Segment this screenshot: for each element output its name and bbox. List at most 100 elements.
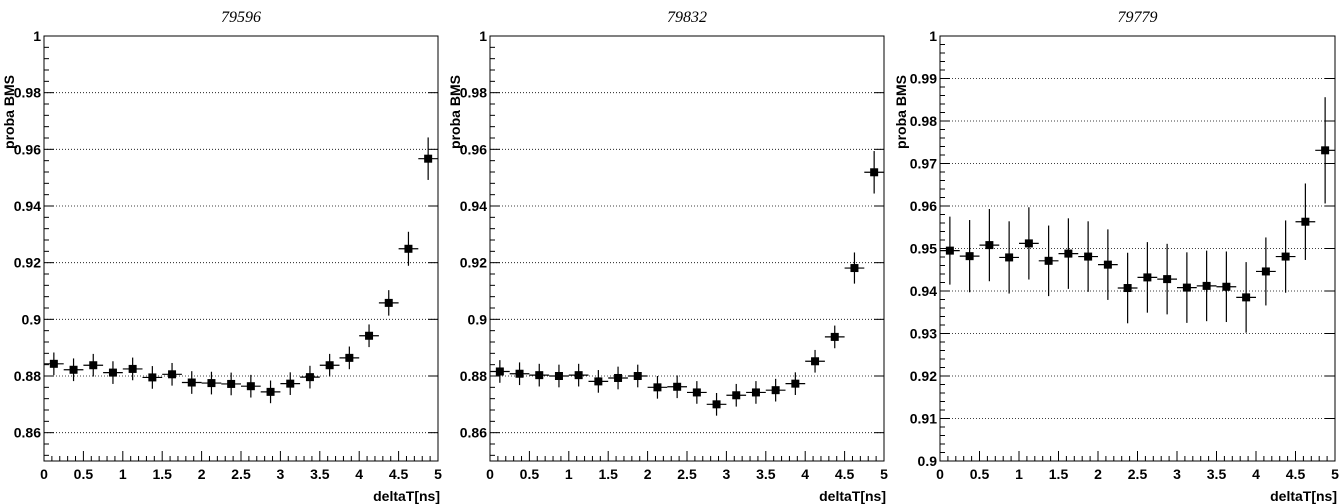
x-tick-label: 0 (936, 466, 944, 482)
data-point (44, 352, 64, 376)
marker (1005, 253, 1014, 262)
data-point (765, 378, 786, 402)
data-point (181, 371, 202, 394)
x-tick-label: 5 (880, 466, 888, 482)
marker (771, 386, 780, 395)
data-point (142, 366, 163, 389)
data-point (785, 372, 806, 395)
marker (246, 382, 255, 391)
marker (424, 154, 433, 163)
marker (384, 298, 393, 307)
data-point (1196, 250, 1217, 322)
y-tick-label: 0.98 (910, 113, 937, 129)
marker (535, 371, 544, 380)
data-point (959, 220, 980, 293)
marker (345, 353, 354, 362)
data-point (1216, 251, 1237, 323)
plot-frame (489, 35, 885, 462)
y-tick-label: 0.9 (22, 311, 42, 327)
marker (286, 379, 295, 388)
marker (985, 241, 994, 250)
y-tick-label: 0.92 (460, 255, 487, 271)
data-point (1256, 237, 1276, 306)
data-point (1098, 229, 1118, 300)
chart-title: 79779 (1118, 9, 1158, 26)
marker (791, 379, 800, 388)
data-point (979, 208, 1000, 282)
data-point (999, 221, 1019, 294)
y-tick-label: 0.97 (910, 156, 937, 172)
x-tick-label: 3.5 (756, 466, 776, 482)
data-point (300, 365, 320, 389)
chart-title: 79832 (667, 9, 707, 26)
y-tick-label: 1 (33, 28, 41, 44)
chart-panel-2: 0.86 0.88 0.9 0.92 0.94 0.96 0.98 1 0 0.5 1 1.5 2 2.5… (446, 0, 892, 504)
data-point (103, 361, 123, 384)
data-point (608, 366, 628, 390)
x-tick-label: 5 (434, 466, 442, 482)
x-tick-label: 2 (1094, 466, 1102, 482)
data-point (280, 372, 301, 395)
marker (850, 264, 859, 273)
x-tick-label: 4.5 (389, 466, 409, 482)
y-axis-label: proba BMS (893, 75, 909, 149)
marker (554, 372, 563, 380)
y-tick-label: 0.91 (910, 411, 937, 427)
marker (128, 364, 137, 373)
data-point (319, 353, 340, 377)
marker (1123, 284, 1132, 293)
marker (673, 382, 682, 391)
x-tick-label: 1 (1015, 466, 1023, 482)
x-tick-label: 1.5 (598, 466, 618, 482)
marker (870, 168, 879, 177)
x-tick-label: 3.5 (310, 466, 330, 482)
y-tick-label: 0.94 (910, 283, 937, 299)
data-point (378, 290, 399, 316)
x-tick-label: 4 (1252, 466, 1260, 482)
chart-panel-3: 0.9 0.91 0.92 0.93 0.94 0.95 0.96 0.97 0.98 0.99 1… (892, 0, 1342, 504)
marker (614, 373, 623, 382)
chart-svg-3: 0.9 0.91 0.92 0.93 0.94 0.95 0.96 0.97 0.98 0.99 1… (893, 9, 1339, 504)
data-point (529, 363, 550, 387)
data-point (83, 353, 104, 377)
x-tick-label: 0.5 (520, 466, 540, 482)
marker (207, 379, 216, 388)
marker (168, 370, 177, 379)
data-point (726, 383, 747, 407)
y-tick-label: 0.86 (460, 425, 487, 441)
data-point (549, 364, 569, 388)
marker (49, 359, 58, 368)
y-tick-label: 0.96 (14, 141, 41, 157)
marker (1321, 146, 1330, 155)
marker (187, 378, 196, 387)
data-point (1019, 207, 1039, 280)
data-point (1177, 252, 1197, 323)
marker (1261, 267, 1270, 276)
y-tick-label: 1 (929, 28, 937, 44)
data-point (864, 151, 884, 194)
data-point (1236, 262, 1256, 333)
y-tick-label: 0.98 (14, 85, 41, 101)
marker (751, 388, 760, 397)
data-point (805, 349, 825, 373)
y-tick-label: 0.96 (460, 141, 487, 157)
x-tick-label: 4.5 (1286, 466, 1306, 482)
x-tick-label: 3 (723, 466, 731, 482)
marker (1182, 283, 1191, 292)
y-tick-label: 0.96 (910, 198, 937, 214)
y-tick-label: 0.86 (14, 425, 41, 441)
marker (305, 373, 314, 382)
data-point (706, 393, 727, 416)
marker (1084, 252, 1093, 261)
x-tick-label: 3 (277, 466, 285, 482)
y-axis-label: proba BMS (1, 75, 17, 149)
x-tick-label: 2.5 (1128, 466, 1148, 482)
data-point (1295, 183, 1316, 260)
marker (148, 373, 157, 382)
y-tick-label: 1 (479, 28, 487, 44)
x-axis-label: deltaT[ns] (373, 488, 440, 504)
x-tick-label: 4 (355, 466, 363, 482)
data-point (260, 380, 281, 404)
marker (574, 371, 583, 380)
y-tick-label: 0.95 (910, 241, 937, 257)
